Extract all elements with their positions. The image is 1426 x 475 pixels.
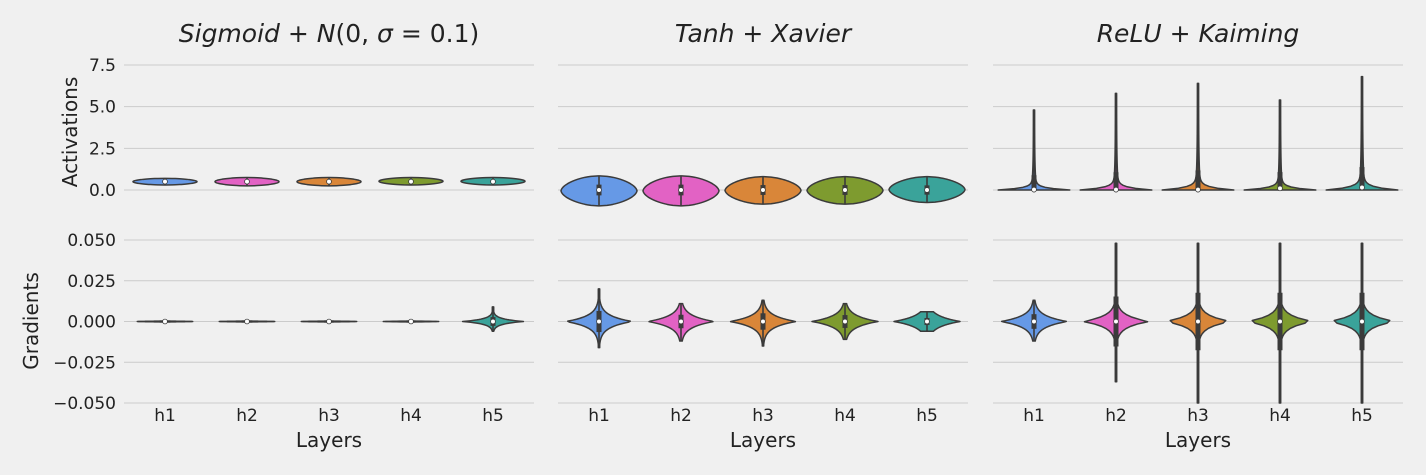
- median-dot-h3: [760, 187, 766, 193]
- x-axis-label-left: Layers: [296, 428, 362, 452]
- y-tick-label: 0.025: [67, 272, 116, 292]
- plot-area: 0.0 2.5 5.0 7.5 −0.050 −0.025 0.000 0.025 0.050 h…: [53, 56, 1403, 426]
- x-tick-label-h5: h5: [916, 406, 938, 426]
- y-tick-label: 2.5: [89, 139, 116, 159]
- x-tick-label-h2: h2: [1105, 406, 1127, 426]
- median-dot-h1: [1031, 186, 1037, 193]
- median-dot-h4: [1277, 185, 1283, 192]
- median-dot-h3: [326, 178, 332, 185]
- x-axis-label-right: Layers: [1165, 428, 1231, 452]
- median-dot-h2: [678, 318, 684, 325]
- median-dot-h2: [244, 178, 250, 185]
- y-axis-label-activations: Activations: [58, 77, 82, 188]
- median-dot-h2: [244, 318, 250, 325]
- panel-title-sigmoid: Sigmoid + N(0, σ = 0.1): [179, 19, 479, 48]
- median-dot-h2: [1113, 186, 1119, 193]
- median-dot-h5: [1359, 184, 1365, 191]
- median-dot-h3: [326, 318, 332, 325]
- median-dot-h4: [408, 318, 414, 325]
- median-dot-h3: [760, 318, 766, 325]
- median-dot-h1: [1031, 318, 1037, 325]
- median-dot-h5: [1359, 318, 1365, 325]
- x-axis-label-middle: Layers: [730, 428, 796, 452]
- x-tick-label-h1: h1: [1023, 406, 1045, 426]
- x-tick-label-h4: h4: [400, 406, 422, 426]
- y-tick-label: 0.000: [67, 313, 116, 333]
- y-tick-label: −0.050: [53, 394, 116, 414]
- x-tick-label-h3: h3: [318, 406, 340, 426]
- y-tick-label: 5.0: [89, 98, 116, 118]
- x-tick-label-h5: h5: [1351, 406, 1373, 426]
- median-dot-h2: [1113, 318, 1119, 325]
- median-dot-h5: [490, 318, 496, 325]
- x-tick-label-h1: h1: [154, 406, 176, 426]
- median-dot-h3: [1195, 186, 1201, 193]
- median-dot-h3: [1195, 318, 1201, 325]
- x-tick-label-h4: h4: [1269, 406, 1291, 426]
- x-tick-label-h3: h3: [752, 406, 774, 426]
- median-dot-h5: [490, 178, 496, 185]
- median-dot-h2: [678, 187, 684, 193]
- x-tick-label-h1: h1: [588, 406, 610, 426]
- x-tick-label-h3: h3: [1187, 406, 1209, 426]
- x-tick-label-h2: h2: [236, 406, 258, 426]
- median-dot-h4: [1277, 318, 1283, 325]
- median-dot-h5: [924, 318, 930, 325]
- panel-title-tanh: Tanh + Xavier: [675, 19, 853, 48]
- median-dot-h1: [596, 318, 602, 325]
- x-tick-label-h4: h4: [834, 406, 856, 426]
- median-dot-h1: [162, 318, 168, 325]
- median-dot-h4: [408, 178, 414, 185]
- median-dot-h5: [924, 187, 930, 193]
- x-tick-label-h5: h5: [482, 406, 504, 426]
- y-tick-label: 0.0: [89, 181, 116, 201]
- y-axis-label-gradients: Gradients: [19, 272, 43, 369]
- y-tick-label: 0.050: [67, 231, 116, 251]
- panel-title-relu: ReLU + Kaiming: [1097, 19, 1300, 48]
- median-dot-h4: [842, 187, 848, 193]
- y-tick-label: −0.025: [53, 353, 116, 373]
- median-dot-h4: [842, 318, 848, 325]
- median-dot-h1: [162, 178, 168, 185]
- median-dot-h1: [596, 187, 602, 193]
- y-tick-label: 7.5: [89, 56, 116, 76]
- x-tick-label-h2: h2: [670, 406, 692, 426]
